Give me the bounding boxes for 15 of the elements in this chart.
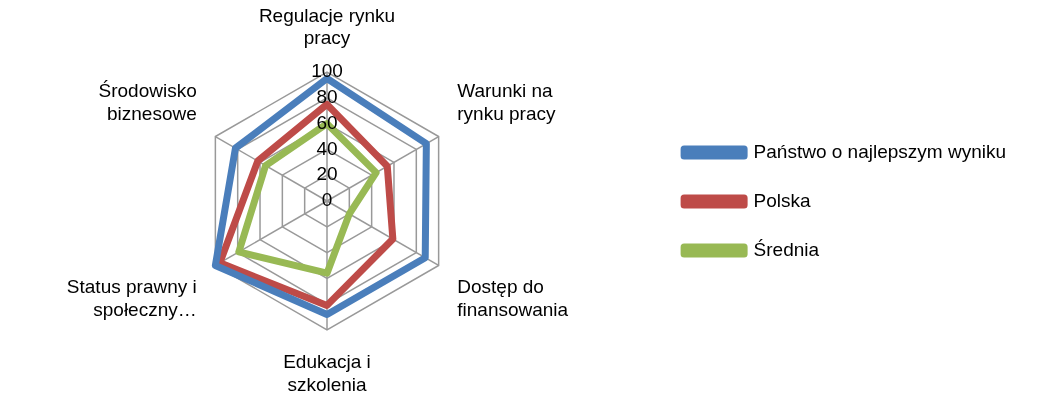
y-tick-label: 80	[316, 86, 338, 108]
legend-label: Państwo o najlepszym wyniku	[753, 140, 1006, 162]
y-tick-label: 20	[316, 163, 338, 185]
legend-label: Średnia	[753, 238, 820, 260]
spoke-label: Środowisko biznesowe	[98, 79, 197, 124]
spoke-label: Regulacje rynku pracy	[258, 4, 396, 49]
y-tick-label: 60	[316, 111, 338, 133]
spoke-label: Warunki na rynku pracy	[457, 79, 556, 124]
spoke-label: Dostęp do finansowania	[457, 275, 569, 320]
y-tick-label: 100	[311, 60, 343, 82]
y-tick-label: 0	[321, 189, 333, 211]
spoke-label: Status prawny i społeczny…	[66, 275, 197, 320]
legend-label: Polska	[753, 189, 812, 211]
spoke-label: Edukacja i szkolenia	[283, 351, 371, 395]
y-tick-label: 40	[316, 137, 338, 159]
